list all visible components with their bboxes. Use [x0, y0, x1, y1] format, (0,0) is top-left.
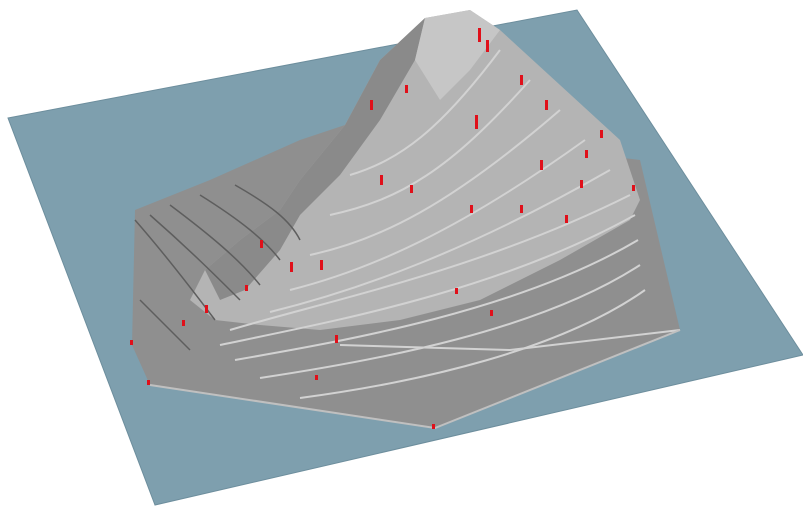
marker — [315, 375, 318, 380]
marker — [455, 288, 458, 294]
marker — [580, 180, 583, 188]
terrain-render — [0, 0, 803, 514]
marker — [545, 100, 548, 110]
marker — [470, 205, 473, 213]
marker — [130, 340, 133, 345]
marker — [565, 215, 568, 223]
marker — [370, 100, 373, 110]
marker — [478, 28, 481, 42]
marker — [335, 335, 338, 343]
marker — [540, 160, 543, 170]
page — [0, 0, 803, 514]
marker — [600, 130, 603, 138]
marker — [380, 175, 383, 185]
marker — [585, 150, 588, 158]
marker — [410, 185, 413, 193]
marker — [520, 205, 523, 213]
marker — [147, 380, 150, 385]
marker — [260, 240, 263, 248]
marker — [520, 75, 523, 85]
marker — [486, 40, 489, 52]
marker — [490, 310, 493, 316]
marker — [320, 260, 323, 270]
marker — [475, 115, 478, 129]
marker — [182, 320, 185, 326]
marker — [632, 185, 635, 191]
marker — [290, 262, 293, 272]
marker — [245, 285, 248, 291]
marker — [405, 85, 408, 93]
marker — [432, 424, 435, 429]
marker — [205, 305, 208, 313]
